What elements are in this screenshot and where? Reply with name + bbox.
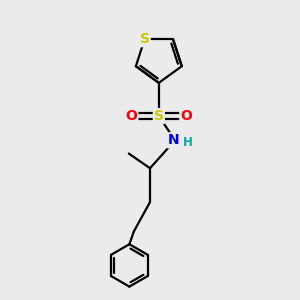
Text: O: O: [125, 109, 137, 123]
Text: H: H: [182, 136, 192, 149]
Text: N: N: [168, 133, 179, 147]
Text: S: S: [154, 109, 164, 123]
Text: O: O: [180, 109, 192, 123]
Text: S: S: [140, 32, 150, 46]
